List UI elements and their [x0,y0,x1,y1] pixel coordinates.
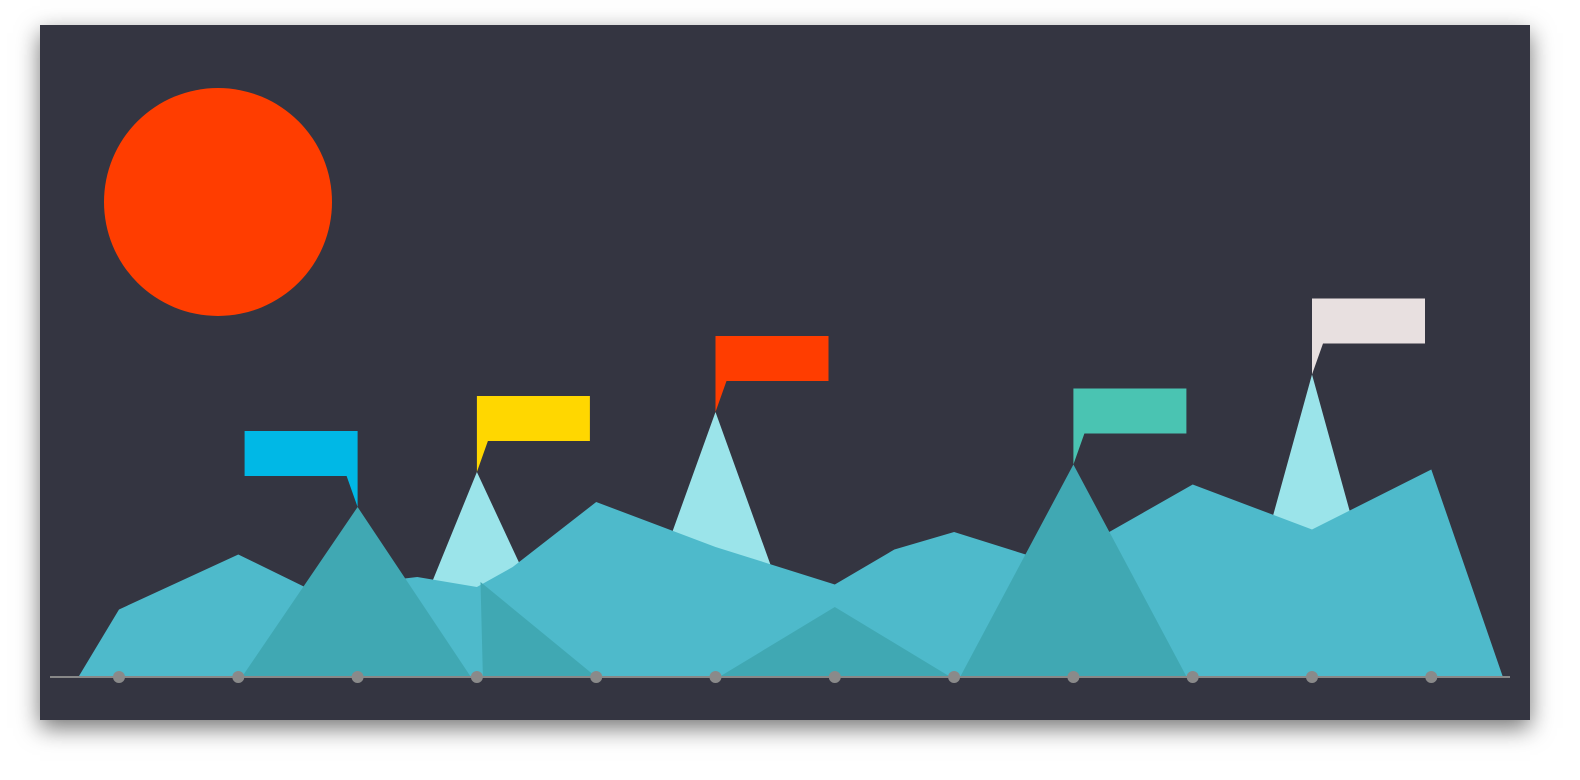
flag-3 [715,336,829,412]
x-tick-dot-6 [709,671,722,683]
flag-4 [1073,388,1187,465]
x-tick-dot-1 [113,671,125,683]
x-tick-dot-5 [590,671,603,683]
chart-panel [40,25,1530,720]
x-tick-dot-9 [1067,671,1080,683]
flag-2 [476,396,590,472]
series-dark-peaks [241,464,1187,677]
sun-circle-icon [104,88,332,316]
x-tick-dot-11 [1306,671,1318,683]
flag-1 [244,431,358,507]
mountain-area-chart [50,88,1510,683]
x-tick-dot-10 [1186,671,1199,683]
x-tick-dot-8 [948,671,961,683]
x-tick-dot-4 [470,671,483,683]
x-tick-dot-3 [351,671,364,683]
x-tick-dot-2 [232,671,245,683]
x-tick-dot-7 [828,671,841,683]
flag-5 [1312,298,1425,375]
x-tick-dot-12 [1425,671,1438,683]
